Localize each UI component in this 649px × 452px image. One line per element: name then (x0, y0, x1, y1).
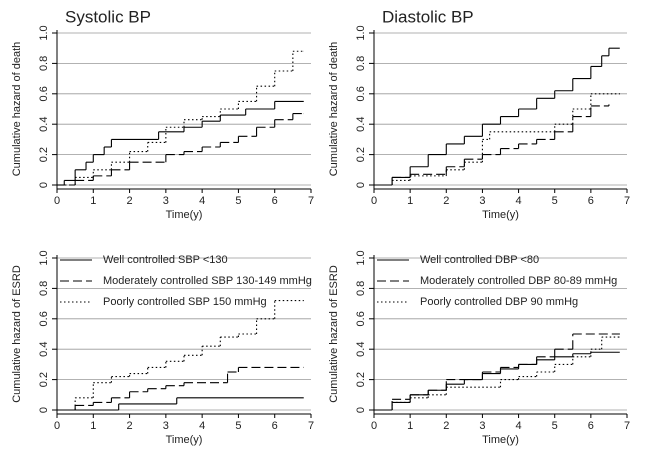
y-axis-label: Cumulative hazard of ESRD (11, 265, 23, 403)
y-tick-label: 1.0 (38, 25, 50, 40)
x-tick-label: 7 (308, 420, 314, 432)
y-tick-label: 0.8 (355, 56, 367, 71)
x-tick-label: 4 (199, 195, 205, 207)
x-axis-label: Time(y) (166, 209, 203, 221)
x-tick-label: 1 (90, 195, 96, 207)
y-tick-label: 0 (38, 182, 50, 188)
x-tick-label: 4 (516, 195, 522, 207)
x-tick-label: 4 (516, 420, 522, 432)
legend-label: Well controlled DBP <80 (420, 254, 539, 266)
x-tick-label: 7 (624, 420, 630, 432)
x-axis-label: Time(y) (166, 434, 203, 446)
y-tick-label: 0 (355, 182, 367, 188)
x-axis-label: Time(y) (482, 434, 519, 446)
y-tick-label: 0.6 (38, 311, 50, 326)
x-tick-label: 5 (235, 195, 241, 207)
x-tick-label: 5 (552, 195, 558, 207)
x-tick-label: 5 (552, 420, 558, 432)
y-tick-label: 0 (355, 407, 367, 413)
y-tick-label: 0.4 (355, 117, 367, 132)
y-tick-label: 0 (38, 407, 50, 413)
x-tick-label: 1 (407, 420, 413, 432)
legend-label: Poorly controlled DBP 90 mmHg (420, 296, 578, 308)
y-tick-label: 0.6 (38, 86, 50, 101)
y-tick-label: 0.2 (38, 372, 50, 387)
x-tick-label: 3 (479, 195, 485, 207)
y-tick-label: 0.8 (38, 281, 50, 296)
x-tick-label: 6 (272, 195, 278, 207)
y-tick-label: 0.8 (38, 56, 50, 71)
x-tick-label: 0 (54, 195, 60, 207)
y-tick-label: 0.4 (38, 117, 50, 132)
y-tick-label: 0.2 (355, 372, 367, 387)
x-tick-label: 0 (371, 420, 377, 432)
y-tick-label: 1.0 (355, 25, 367, 40)
x-tick-label: 1 (407, 195, 413, 207)
x-tick-label: 3 (163, 195, 169, 207)
legend-label: Poorly controlled SBP 150 mmHg (103, 296, 267, 308)
x-tick-label: 7 (624, 195, 630, 207)
x-tick-label: 2 (443, 420, 449, 432)
x-tick-label: 4 (199, 420, 205, 432)
x-tick-label: 0 (54, 420, 60, 432)
x-tick-label: 2 (443, 195, 449, 207)
legend-label: Moderately controlled SBP 130-149 mmHg (103, 275, 312, 287)
x-tick-label: 1 (90, 420, 96, 432)
y-tick-label: 1.0 (38, 250, 50, 265)
chart-title: Diastolic BP (382, 7, 474, 26)
y-tick-label: 0.6 (355, 86, 367, 101)
y-tick-label: 0.2 (38, 147, 50, 162)
x-tick-label: 7 (308, 195, 314, 207)
y-tick-label: 0.4 (355, 342, 367, 357)
x-tick-label: 2 (127, 420, 133, 432)
x-tick-label: 6 (588, 420, 594, 432)
y-axis-label: Cumulative hazard of death (11, 42, 23, 177)
x-tick-label: 6 (588, 195, 594, 207)
legend-label: Moderately controlled DBP 80-89 mmHg (420, 275, 617, 287)
x-tick-label: 0 (371, 195, 377, 207)
x-tick-label: 3 (479, 420, 485, 432)
x-tick-label: 2 (127, 195, 133, 207)
y-tick-label: 0.6 (355, 311, 367, 326)
y-tick-label: 0.2 (355, 147, 367, 162)
x-tick-label: 6 (272, 420, 278, 432)
legend-label: Well controlled SBP <130 (103, 254, 228, 266)
x-tick-label: 5 (235, 420, 241, 432)
y-axis-label: Cumulative hazard of ESRD (328, 265, 340, 403)
x-tick-label: 3 (163, 420, 169, 432)
chart-title: Systolic BP (65, 7, 151, 26)
x-axis-label: Time(y) (482, 209, 519, 221)
y-axis-label: Cumulative hazard of death (328, 42, 340, 177)
y-tick-label: 1.0 (355, 250, 367, 265)
y-tick-label: 0.4 (38, 342, 50, 357)
y-tick-label: 0.8 (355, 281, 367, 296)
